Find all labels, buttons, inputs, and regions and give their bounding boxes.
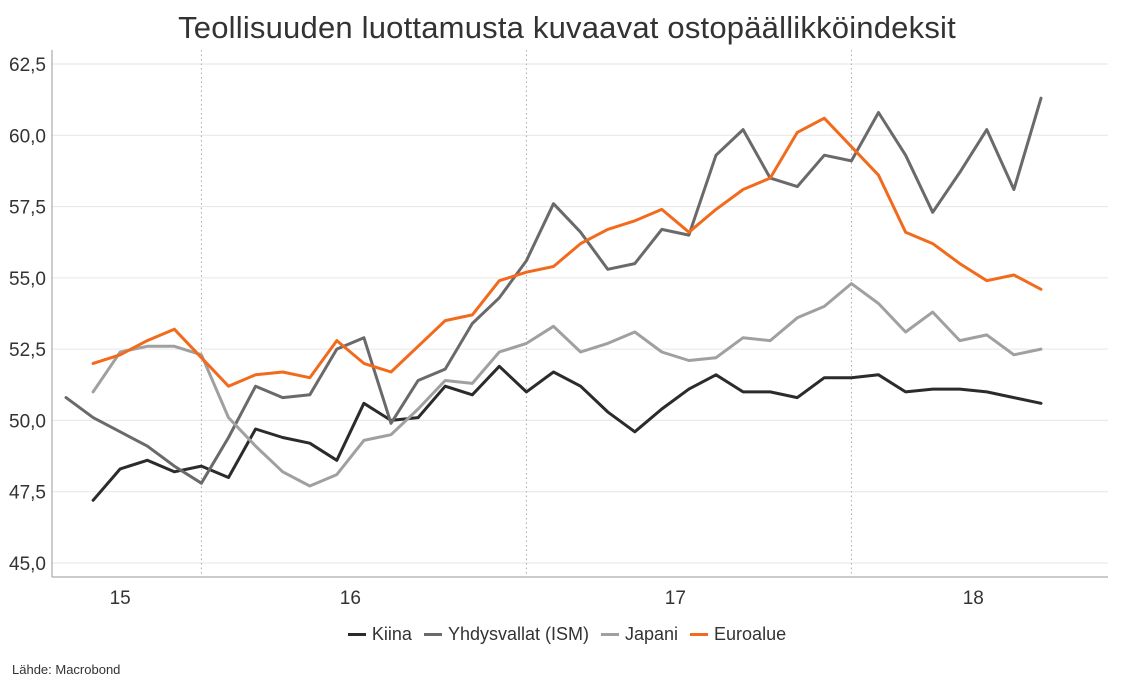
y-tick-label: 52,5: [9, 340, 46, 361]
source-note: Lähde: Macrobond: [12, 662, 121, 677]
series-lines: [64, 96, 1043, 502]
series-line-kiina: [91, 364, 1043, 502]
legend-label: Japani: [624, 624, 679, 644]
y-tick-label: 62,5: [9, 55, 46, 76]
legend-item: Euroalue: [690, 624, 786, 645]
legend-label: Euroalue: [714, 624, 787, 644]
series-line-euroalue: [91, 116, 1043, 388]
y-tick-label: 60,0: [9, 126, 46, 147]
legend-label: Kiina: [371, 624, 412, 644]
legend-item: Japani: [600, 624, 679, 645]
x-tick-label: 16: [340, 588, 361, 609]
legend-swatch: [347, 633, 366, 636]
legend-swatch: [690, 633, 709, 636]
legend-label: Yhdysvallat (ISM): [447, 624, 589, 644]
axes: [51, 50, 1108, 578]
legend-swatch: [600, 633, 619, 636]
year-dividers: [200, 50, 852, 577]
y-axis-ticks: 45,0 47,5 50,0 52,5 55,0 57,5 60,0 62,5: [9, 55, 46, 575]
y-tick-label: 45,0: [9, 554, 46, 575]
series-line-japani: [91, 282, 1043, 488]
series-line-yhdysvallat-ism: [64, 96, 1043, 485]
x-tick-label: 15: [110, 588, 131, 609]
legend-swatch: [423, 633, 442, 636]
grid-lines: [52, 63, 1108, 564]
legend-item: Yhdysvallat (ISM): [423, 624, 589, 645]
x-tick-label: 18: [963, 588, 984, 609]
legend: Kiina Yhdysvallat (ISM) Japani Euroalue: [0, 624, 1134, 645]
chart-title: Teollisuuden luottamusta kuvaavat ostopä…: [178, 10, 956, 45]
y-tick-label: 55,0: [9, 269, 46, 290]
y-tick-label: 57,5: [9, 198, 46, 219]
y-tick-label: 50,0: [9, 411, 46, 432]
y-tick-label: 47,5: [9, 483, 46, 504]
x-tick-label: 17: [665, 588, 686, 609]
x-axis-ticks: 15 16 17 18: [110, 588, 984, 609]
legend-item: Kiina: [347, 624, 412, 645]
